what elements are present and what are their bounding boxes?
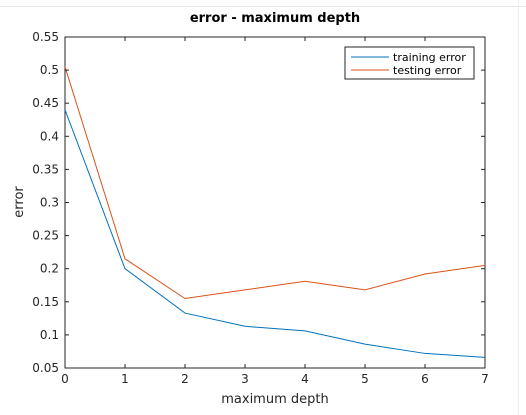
page-right-rule: [518, 0, 519, 415]
x-axis-label: maximum depth: [221, 392, 328, 407]
series-line-training-error: [64, 109, 486, 358]
y-tick-label: 0.55: [32, 30, 59, 44]
y-tick-label: 0.35: [32, 162, 59, 176]
y-tick-label: 0.4: [40, 129, 59, 143]
series-line-testing-error: [64, 66, 486, 300]
x-tick-label: 2: [181, 372, 189, 386]
y-tick-label: 0.3: [40, 196, 59, 210]
legend-label: training error: [393, 51, 466, 64]
legend-box: [344, 46, 475, 80]
axis-ticks: 0 1 2 3 4 5 6 7 0.05 0.1 0.15 0.2 0.25 0.3 0.35 0.4 0.45…: [32, 30, 489, 386]
y-tick-label: 0.1: [40, 328, 59, 342]
x-tick-label: 7: [481, 372, 489, 386]
x-tick-label: 6: [421, 372, 429, 386]
y-tick-label: 0.25: [32, 229, 59, 243]
legend-label: testing error: [393, 64, 462, 77]
y-tick-label: 0.15: [32, 295, 59, 309]
x-tick-label: 0: [61, 372, 69, 386]
axes-frame: [64, 36, 486, 369]
y-axis-label: error: [12, 186, 27, 218]
page-top-rule: [0, 6, 526, 7]
x-tick-label: 5: [361, 372, 369, 386]
plot-area: [64, 36, 486, 369]
x-tick-label: 1: [121, 372, 129, 386]
series-layer: [64, 66, 486, 358]
y-tick-label: 0.05: [32, 361, 59, 375]
x-tick-label: 3: [241, 372, 249, 386]
y-tick-label: 0.2: [40, 262, 59, 276]
x-tick-label: 4: [301, 372, 309, 386]
chart-title: error - maximum depth: [190, 11, 360, 26]
y-tick-label: 0.5: [40, 63, 59, 77]
y-tick-label: 0.45: [32, 96, 59, 110]
